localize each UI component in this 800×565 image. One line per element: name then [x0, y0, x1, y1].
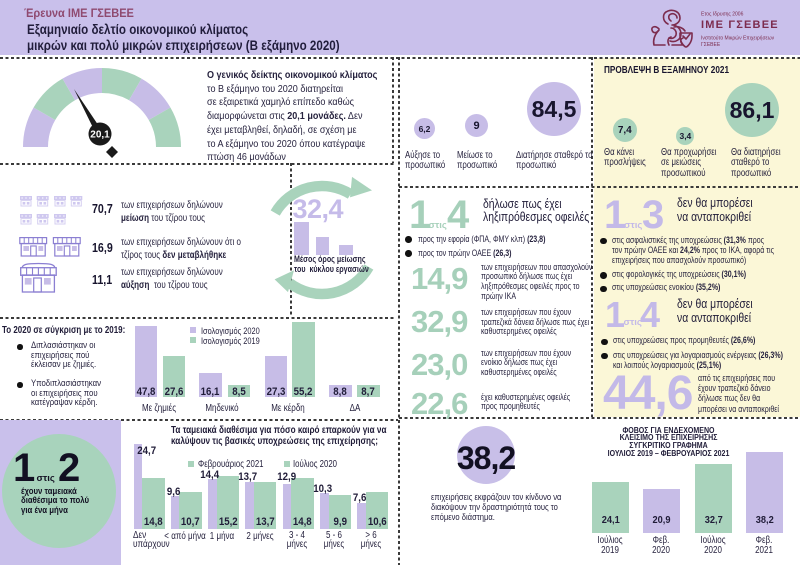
svg-text:Ινστιτούτο Μικρών Επιχειρήσεων: Ινστιτούτο Μικρών Επιχειρήσεων [701, 35, 775, 42]
svg-text:ΙΜΕ ΓΣΕΒΕΕ: ΙΜΕ ΓΣΕΒΕΕ [701, 19, 779, 31]
svg-text:ΓΣΕΒΕΕ: ΓΣΕΒΕΕ [701, 42, 721, 48]
svg-text:20,1: 20,1 [90, 130, 110, 141]
svg-text:Ετος Ιδρυσης 2006: Ετος Ιδρυσης 2006 [701, 12, 744, 18]
